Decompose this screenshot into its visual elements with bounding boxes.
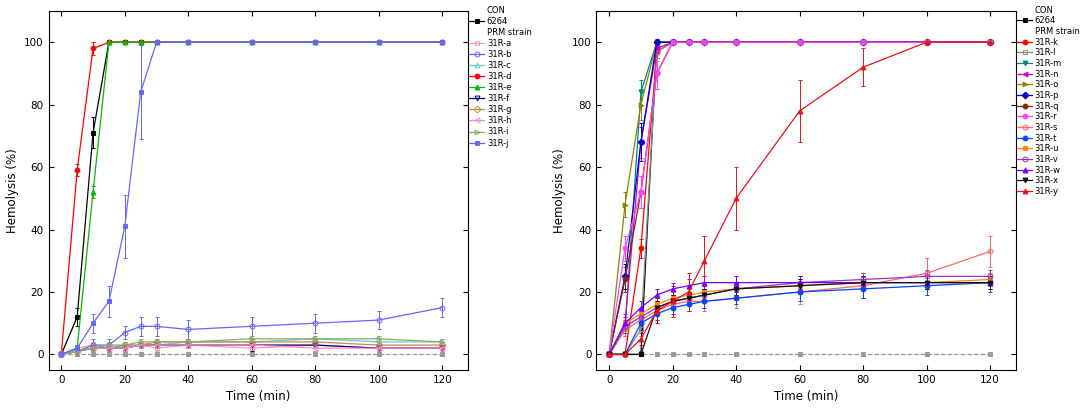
X-axis label: Time (min): Time (min) <box>774 391 838 403</box>
Y-axis label: Hemolysis (%): Hemolysis (%) <box>5 148 18 233</box>
Y-axis label: Hemolysis (%): Hemolysis (%) <box>554 148 567 233</box>
Legend: CON, 6264, PRM strain, 31R-k, 31R-l, 31R-m, 31R-n, 31R-o, 31R-p, 31R-q, 31R-r, 3: CON, 6264, PRM strain, 31R-k, 31R-l, 31R… <box>1016 4 1081 197</box>
X-axis label: Time (min): Time (min) <box>226 391 290 403</box>
Legend: CON, 6264, PRM strain, 31R-a, 31R-b, 31R-c, 31R-d, 31R-e, 31R-f, 31R-g, 31R-h, 3: CON, 6264, PRM strain, 31R-a, 31R-b, 31R… <box>468 4 532 148</box>
